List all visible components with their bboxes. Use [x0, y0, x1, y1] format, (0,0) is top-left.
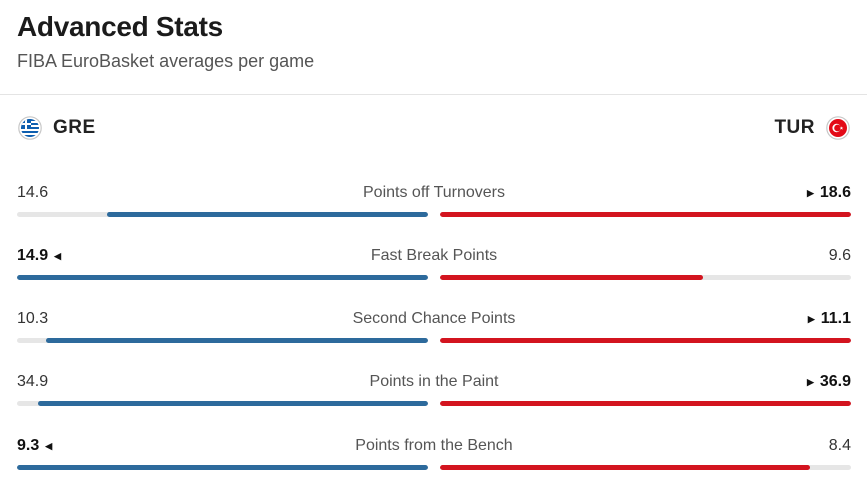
- home-value-text: 14.6: [17, 184, 49, 201]
- away-value-text: 36.9: [819, 373, 851, 390]
- home-stat-value: 9.3 ◀: [17, 436, 52, 456]
- home-value-text: 14.9: [17, 247, 49, 264]
- away-value-text: 18.6: [819, 184, 851, 201]
- away-value-text: 8.4: [828, 437, 851, 454]
- away-stat-value: 9.6: [829, 246, 851, 266]
- leader-arrow-right-icon: ▶: [806, 188, 814, 198]
- stat-label: Points in the Paint: [369, 373, 499, 390]
- away-bar-track: [440, 401, 851, 406]
- away-team: TUR: [774, 116, 850, 140]
- away-bar-fill: [440, 465, 810, 470]
- stat-row: 14.9 ◀ Fast Break Points 9.6: [17, 246, 851, 286]
- away-value-text: 9.6: [828, 247, 851, 264]
- home-stat-value: 34.9: [17, 372, 48, 392]
- home-bar-track: [17, 212, 428, 217]
- stats-header: Advanced Stats FIBA EuroBasket averages …: [17, 10, 314, 72]
- stat-label: Second Chance Points: [352, 310, 516, 327]
- away-bar-track: [440, 212, 851, 217]
- away-value-text: 11.1: [820, 310, 851, 327]
- stat-label: Points from the Bench: [355, 437, 513, 454]
- home-bar-fill: [45, 338, 428, 343]
- home-bar-fill: [37, 401, 428, 406]
- home-value-text: 10.3: [17, 310, 49, 327]
- turkey-flag-icon: [826, 116, 850, 140]
- leader-arrow-left-icon: ◀: [45, 441, 53, 451]
- stat-label: Points off Turnovers: [363, 184, 505, 201]
- away-bar-track: [440, 465, 851, 470]
- away-stat-value: ▶ 11.1: [808, 309, 851, 329]
- home-team-code: GRE: [53, 117, 96, 138]
- away-bar-track: [440, 275, 851, 280]
- stat-row: 10.3 Second Chance Points ▶ 11.1: [17, 309, 851, 349]
- away-bar-track: [440, 338, 851, 343]
- away-stat-value: 8.4: [829, 436, 851, 456]
- leader-arrow-right-icon: ▶: [806, 377, 814, 387]
- leader-arrow-right-icon: ▶: [807, 314, 815, 324]
- home-team: GRE: [18, 116, 96, 140]
- stat-row: 34.9 Points in the Paint ▶ 36.9: [17, 372, 851, 412]
- away-bar-fill: [440, 401, 851, 406]
- home-bar-fill: [17, 275, 428, 280]
- header-divider: [0, 94, 867, 95]
- page-subtitle: FIBA EuroBasket averages per game: [17, 51, 315, 71]
- home-stat-value: 14.9 ◀: [17, 246, 61, 266]
- away-stat-value: ▶ 18.6: [807, 183, 851, 203]
- away-team-code: TUR: [774, 117, 815, 138]
- away-bar-fill: [440, 275, 704, 280]
- page-title: Advanced Stats: [17, 11, 223, 42]
- home-bar-track: [17, 465, 428, 470]
- home-stat-value: 10.3: [17, 309, 48, 329]
- home-bar-track: [17, 275, 428, 280]
- home-value-text: 34.9: [17, 373, 49, 390]
- home-stat-value: 14.6: [17, 183, 48, 203]
- stat-row: 9.3 ◀ Points from the Bench 8.4: [17, 436, 851, 476]
- stat-label: Fast Break Points: [370, 247, 498, 264]
- greece-flag-icon: [18, 116, 42, 140]
- home-bar-fill: [107, 212, 428, 217]
- home-bar-fill: [17, 465, 428, 470]
- home-bar-track: [17, 401, 428, 406]
- away-stat-value: ▶ 36.9: [807, 372, 851, 392]
- away-bar-fill: [440, 212, 851, 217]
- home-bar-track: [17, 338, 428, 343]
- leader-arrow-left-icon: ◀: [54, 251, 62, 261]
- away-bar-fill: [440, 338, 851, 343]
- stat-row: 14.6 Points off Turnovers ▶ 18.6: [17, 183, 851, 223]
- home-value-text: 9.3: [17, 437, 40, 454]
